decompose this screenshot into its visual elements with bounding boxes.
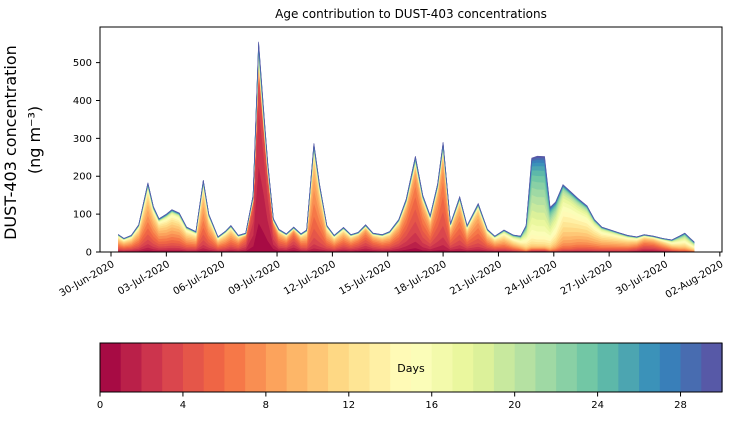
y-tick-label: 0 (86, 248, 92, 259)
x-axis-ticks: 30-Jun-2020 03-Jul-2020 06-Jul-2020 09-Jul-… (58, 252, 726, 301)
colorbar-tick-label: 28 (674, 400, 687, 411)
colorbar-cell (162, 343, 184, 392)
y-axis-ticks: 0 100 200 300 400 500 (73, 58, 100, 259)
colorbar-cell (245, 343, 267, 392)
colorbar-cell (203, 343, 226, 392)
colorbar-cell (369, 343, 391, 392)
x-tick-label: 18-Jul-2020 (393, 259, 449, 298)
y-tick-label: 400 (73, 96, 92, 107)
colorbar-tick-label: 20 (508, 400, 521, 411)
colorbar-cell (639, 343, 661, 392)
x-tick-label: 15-Jul-2020 (338, 259, 394, 298)
colorbar-cell (348, 343, 371, 392)
colorbar-cell (182, 343, 205, 392)
colorbar-cell (597, 343, 620, 392)
colorbar-cell (493, 343, 516, 392)
x-tick-label: 09-Jul-2020 (227, 259, 283, 298)
colorbar-cell (141, 343, 163, 392)
x-tick-label: 27-Jul-2020 (559, 259, 615, 298)
colorbar-tick-label: 24 (591, 400, 604, 411)
colorbar-tick-label: 12 (342, 400, 355, 411)
colorbar-cell (265, 343, 288, 392)
colorbar-cell (701, 343, 723, 392)
x-tick-label: 30-Jun-2020 (58, 259, 117, 299)
x-tick-label: 06-Jul-2020 (171, 259, 227, 298)
colorbar-label: Days (397, 362, 425, 375)
chart-title: Age contribution to DUST-403 concentrati… (275, 7, 547, 21)
colorbar-cell (473, 343, 495, 392)
colorbar-cell (556, 343, 578, 392)
colorbar-cell (100, 343, 122, 392)
colorbar-cell (411, 343, 433, 392)
colorbar-cell (431, 343, 454, 392)
colorbar-cell (680, 343, 702, 392)
colorbar-cell (390, 343, 412, 392)
colorbar-cell (452, 343, 474, 392)
y-tick-label: 500 (73, 58, 92, 69)
colorbar-cell (514, 343, 537, 392)
y-tick-label: 200 (73, 172, 92, 183)
x-tick-label: 30-Jul-2020 (614, 259, 670, 298)
y-axis-label-line2: (ng m⁻³) (25, 106, 44, 174)
x-tick-label: 12-Jul-2020 (282, 259, 338, 298)
colorbar-tick-label: 8 (263, 400, 269, 411)
colorbar-ticks: 0 4 8 12 16 20 24 28 (97, 392, 687, 411)
colorbar-cell (120, 343, 143, 392)
colorbar-cell (224, 343, 246, 392)
y-axis-label: DUST-403 concentration (ng m⁻³) (1, 40, 44, 240)
colorbar-tick-label: 4 (180, 400, 186, 411)
y-axis-label-line1: DUST-403 concentration (1, 45, 20, 240)
colorbar-cell (576, 343, 599, 392)
colorbar-tick-label: 0 (97, 400, 103, 411)
x-tick-label: 21-Jul-2020 (448, 259, 504, 298)
y-tick-label: 300 (73, 134, 92, 145)
y-tick-label: 100 (73, 210, 92, 221)
colorbar-cell (286, 343, 309, 392)
colorbar-cell (535, 343, 557, 392)
colorbar-tick-label: 16 (425, 400, 438, 411)
colorbar-cell (307, 343, 329, 392)
stacked-area-bands (118, 41, 695, 252)
x-tick-label: 24-Jul-2020 (504, 259, 560, 298)
x-tick-label: 03-Jul-2020 (116, 259, 172, 298)
area-band-age-29 (118, 41, 695, 243)
colorbar-cell (618, 343, 640, 392)
x-tick-label: 02-Aug-2020 (664, 259, 726, 301)
colorbar-cell (328, 343, 350, 392)
colorbar-border (99, 342, 723, 393)
colorbar-cell (659, 343, 682, 392)
colorbar-cells (100, 343, 723, 392)
plot-border (99, 26, 723, 253)
